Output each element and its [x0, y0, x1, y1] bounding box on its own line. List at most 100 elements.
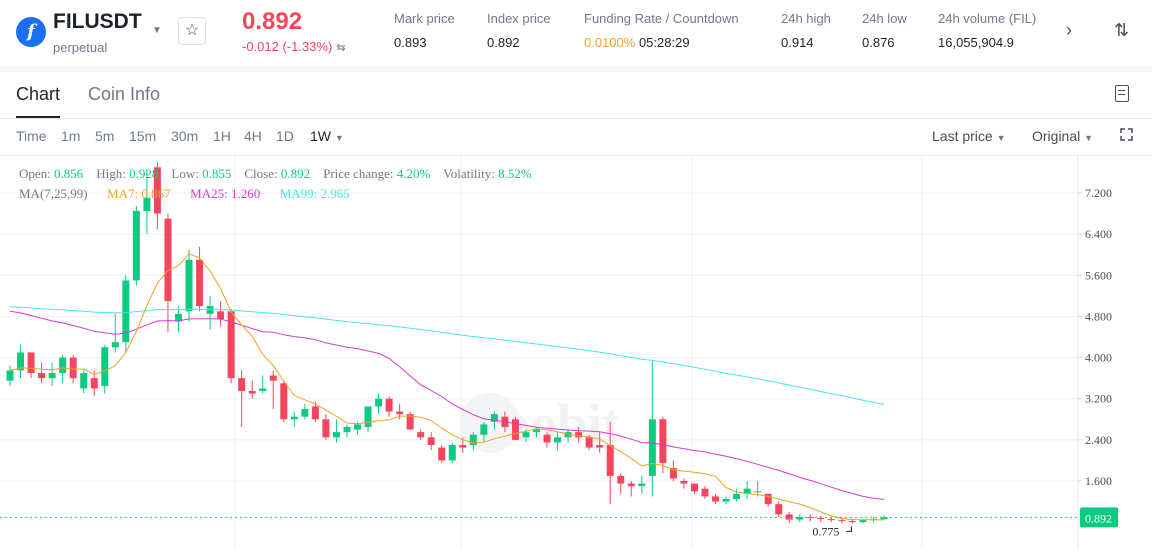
volatility-value: 8.52% [498, 166, 532, 181]
candle-body [848, 521, 856, 523]
timeframe-1w-label: 1W [310, 128, 331, 144]
candle-body [248, 391, 256, 394]
ma-readout: MA(7,25,99) MA7: 0.867 MA25: 1.260 MA99:… [19, 186, 350, 202]
current-price-tag [1080, 507, 1118, 528]
stat-label: 24h volume (FIL) [938, 11, 1037, 26]
sliders-icon[interactable]: ⇅ [1114, 20, 1130, 40]
view-mode-select[interactable]: Original ▼ [1032, 128, 1093, 144]
ohlc-readout: Open: 0.856 High: 0.928 Low: 0.855 Close… [19, 166, 532, 182]
timeframe-1h[interactable]: 1H [213, 128, 231, 144]
candle-body [648, 419, 656, 476]
timeframe-15m[interactable]: 15m [129, 128, 157, 144]
low-label: Low: [171, 166, 199, 181]
low-marker-arrow-icon [846, 526, 852, 532]
tab-chart[interactable]: Chart [16, 84, 61, 118]
candle-body [606, 445, 614, 476]
change-label: Price change: [323, 166, 394, 181]
symbol-name[interactable]: FILUSDT [53, 10, 142, 33]
candle-body [669, 468, 677, 479]
candle-body [90, 378, 98, 389]
document-icon[interactable] [1115, 85, 1129, 102]
candle-body [406, 414, 414, 430]
candle-body [511, 419, 519, 440]
candle-body [575, 432, 583, 438]
candle-body [122, 280, 130, 343]
ma7-label: MA7: [107, 186, 139, 201]
chevron-down-icon[interactable]: ▼ [152, 25, 162, 36]
chart-tabs: Chart Coin Info [0, 72, 1152, 119]
timeframe-1m[interactable]: 1m [61, 128, 81, 144]
stat-label: Funding Rate / Countdown [584, 11, 739, 26]
candle-body [469, 434, 477, 445]
chevron-down-icon: ▼ [996, 133, 1006, 143]
candle-body [712, 496, 720, 502]
chart-grid [0, 156, 1078, 549]
timeframe-time[interactable]: Time [16, 128, 47, 144]
current-price-label: 0.892 [1085, 511, 1112, 525]
chevron-right-icon[interactable]: › [1066, 20, 1072, 40]
candle-body [227, 311, 235, 379]
candle-body [733, 493, 741, 499]
ma-label: MA(7,25,99) [19, 186, 88, 201]
candle-body [627, 483, 635, 487]
candlestick-chart[interactable]: Toobit 7.200 6.400 5.600 4.800 4.000 3.200 2.4… [0, 156, 1152, 549]
stat-label: Mark price [394, 11, 455, 26]
stat-24h-low: 24h low 0.876 [862, 11, 907, 50]
timeframe-30m[interactable]: 30m [171, 128, 199, 144]
close-value: 0.892 [280, 166, 311, 181]
section-divider [0, 66, 1152, 72]
chart-canvas[interactable]: Toobit 7.2006.4005.6004.8004.0003.2002.4… [0, 156, 1152, 549]
close-label: Close: [244, 166, 278, 181]
ticker-header: f FILUSDT ▼ perpetual ☆ 0.892 -0.012 (-1… [0, 0, 1152, 66]
low-value: 0.855 [202, 166, 232, 181]
tab-coin-info[interactable]: Coin Info [88, 84, 161, 104]
ma25-line [9, 310, 885, 500]
stat-label: 24h high [781, 11, 831, 26]
candle-body [438, 447, 446, 461]
swap-icon[interactable]: ⇆ [336, 42, 346, 54]
timeframe-5m[interactable]: 5m [95, 128, 115, 144]
ma99-label: MA99: [279, 186, 318, 201]
stat-value: 0.892 [487, 35, 520, 50]
low-marker-label: 0.775 [812, 524, 839, 538]
timeframe-1w[interactable]: 1W ▼ [310, 128, 344, 144]
chevron-down-icon: ▼ [1084, 133, 1094, 143]
candle-body [459, 445, 467, 448]
candle-body [796, 517, 804, 520]
candle-body [206, 306, 214, 314]
timeframe-4h[interactable]: 4H [244, 128, 262, 144]
candle-body [364, 406, 372, 427]
y-tick-label: 4.800 [1085, 309, 1112, 323]
stat-value: 0.914 [781, 35, 814, 50]
favorite-star-icon[interactable]: ☆ [178, 17, 206, 45]
stat-index-price: Index price 0.892 [487, 11, 551, 50]
candle-body [111, 342, 119, 348]
candle-body [533, 429, 541, 433]
candle-body [859, 520, 867, 523]
candle-body [196, 259, 204, 307]
stat-mark-price: Mark price 0.893 [394, 11, 455, 50]
y-tick-label: 4.000 [1085, 351, 1112, 365]
candle-body [332, 432, 340, 438]
chevron-down-icon: ▼ [334, 133, 344, 143]
last-price: 0.892 [242, 8, 303, 35]
candle-body [385, 398, 393, 412]
price-type-select[interactable]: Last price ▼ [932, 128, 1006, 144]
candle-body [396, 411, 404, 415]
candle-body [617, 475, 625, 484]
open-value: 0.856 [54, 166, 84, 181]
fullscreen-icon[interactable] [1120, 128, 1133, 141]
fil-coin-logo-icon: f [16, 17, 46, 47]
candle-body [132, 211, 140, 281]
candle-body [743, 488, 751, 494]
candle-body [269, 375, 277, 381]
candle-body [754, 491, 762, 493]
candle-body [880, 517, 888, 520]
candle-body [27, 352, 35, 373]
candle-body [585, 437, 593, 448]
y-tick-label: 2.400 [1085, 433, 1112, 447]
timeframe-1d[interactable]: 1D [276, 128, 294, 144]
candle-body [480, 424, 488, 435]
candle-body [322, 419, 330, 438]
candle-body [554, 437, 562, 443]
